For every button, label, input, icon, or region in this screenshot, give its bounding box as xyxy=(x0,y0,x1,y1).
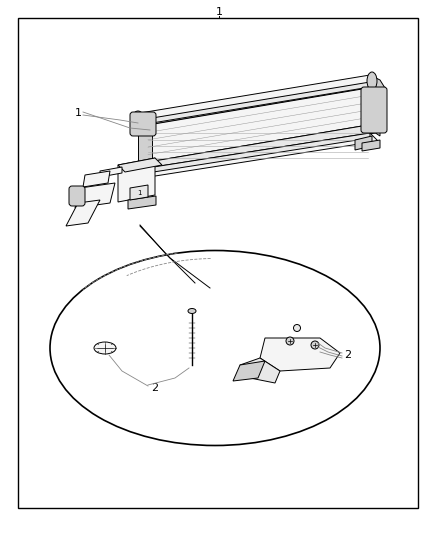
Polygon shape xyxy=(128,172,145,186)
Polygon shape xyxy=(240,358,280,383)
Polygon shape xyxy=(128,196,156,209)
Polygon shape xyxy=(118,158,162,172)
Polygon shape xyxy=(368,88,380,136)
Polygon shape xyxy=(362,140,380,151)
Ellipse shape xyxy=(286,337,294,345)
Text: 2: 2 xyxy=(344,350,352,360)
Text: 1: 1 xyxy=(215,7,223,17)
Polygon shape xyxy=(370,75,385,93)
FancyBboxPatch shape xyxy=(130,112,156,136)
Polygon shape xyxy=(260,338,340,371)
Polygon shape xyxy=(233,361,265,381)
Text: 1: 1 xyxy=(74,108,81,118)
Ellipse shape xyxy=(94,342,116,354)
Ellipse shape xyxy=(367,72,377,90)
Polygon shape xyxy=(130,185,148,200)
Text: 2: 2 xyxy=(152,383,159,393)
Ellipse shape xyxy=(188,309,196,313)
Polygon shape xyxy=(148,88,375,133)
FancyBboxPatch shape xyxy=(69,186,85,206)
Ellipse shape xyxy=(131,111,145,133)
Polygon shape xyxy=(140,75,375,120)
Ellipse shape xyxy=(311,341,319,349)
Polygon shape xyxy=(118,158,155,202)
Polygon shape xyxy=(140,82,370,125)
Polygon shape xyxy=(66,200,100,226)
Polygon shape xyxy=(148,125,375,170)
Polygon shape xyxy=(100,167,122,177)
Polygon shape xyxy=(83,171,110,187)
Polygon shape xyxy=(355,136,372,150)
FancyBboxPatch shape xyxy=(361,87,387,133)
Polygon shape xyxy=(76,185,112,201)
Polygon shape xyxy=(128,133,370,176)
Polygon shape xyxy=(148,88,368,162)
Polygon shape xyxy=(128,133,378,179)
Ellipse shape xyxy=(293,325,300,332)
Text: 1: 1 xyxy=(137,190,141,196)
Polygon shape xyxy=(138,118,152,171)
Polygon shape xyxy=(75,183,115,208)
